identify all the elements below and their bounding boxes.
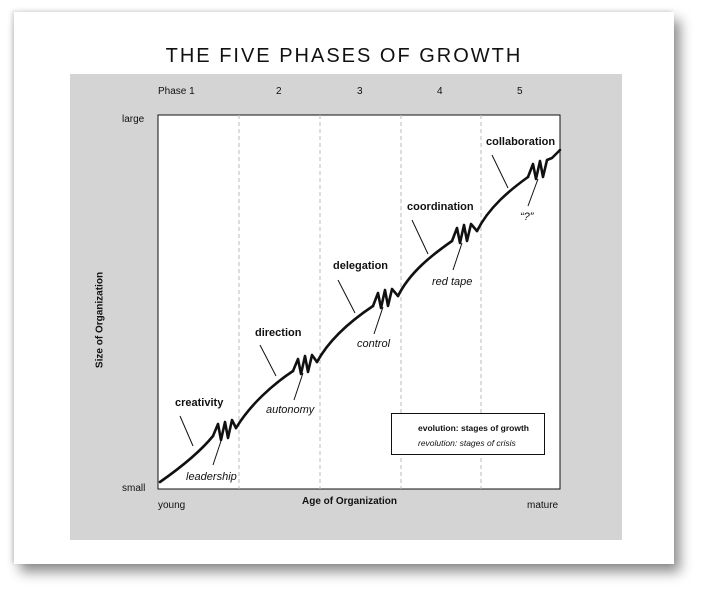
stage-label-creativity: creativity [175,397,224,409]
x-axis-left-label: young [158,500,186,511]
x-axis-label: Age of Organization [302,496,397,507]
evolution-segment [158,434,215,484]
leader-line [179,415,194,447]
legend-revolution-text: revolution: stages of crisis [418,438,516,448]
leader-line [373,306,384,335]
crisis-label-control: control [357,338,391,350]
revolution-zigzag [291,353,319,376]
phase-2-label: 2 [276,86,282,97]
evolution-segment [315,304,375,364]
revolution-zigzag [450,222,479,245]
leader-line [337,279,356,314]
leader-line [259,344,277,377]
stage-label-coordination: coordination [407,201,474,213]
y-axis-bottom-label: small [122,483,146,494]
phase-1-label: Phase 1 [158,86,195,97]
leader-lines [179,154,539,466]
leader-line [411,219,429,255]
stage-label-direction: direction [255,327,302,339]
phase-4-label: 4 [437,86,443,97]
stage-label-delegation: delegation [333,260,389,272]
crisis-label-question: “?” [520,211,534,223]
leader-line [293,372,304,401]
evolution-segment [475,175,530,233]
legend: evolution: stages of growth revolution: … [391,413,545,455]
revolution-zigzag [526,148,562,181]
x-axis-right-label: mature [527,500,559,511]
phase-3-label: 3 [357,86,363,97]
phase-5-label: 5 [517,86,523,97]
figure-title: THE FIVE PHASES OF GROWTH [165,45,523,67]
evolution-segment [396,239,454,298]
y-axis-top-label: large [122,114,145,125]
legend-evolution-text: evolution: stages of growth [418,423,529,433]
crisis-label-autonomy: autonomy [266,404,315,416]
leader-line [212,437,223,466]
crisis-label-red-tape: red tape [432,276,473,288]
leader-line [527,178,539,207]
leader-line [452,242,463,271]
stage-label-collaboration: collaboration [486,136,556,148]
leader-line [491,154,509,189]
revolution-zigzag [211,418,238,442]
crisis-label-leadership: leadership [186,471,237,483]
evolution-segment [234,369,295,430]
growth-curve [158,148,562,484]
revolution-zigzag [371,287,400,310]
